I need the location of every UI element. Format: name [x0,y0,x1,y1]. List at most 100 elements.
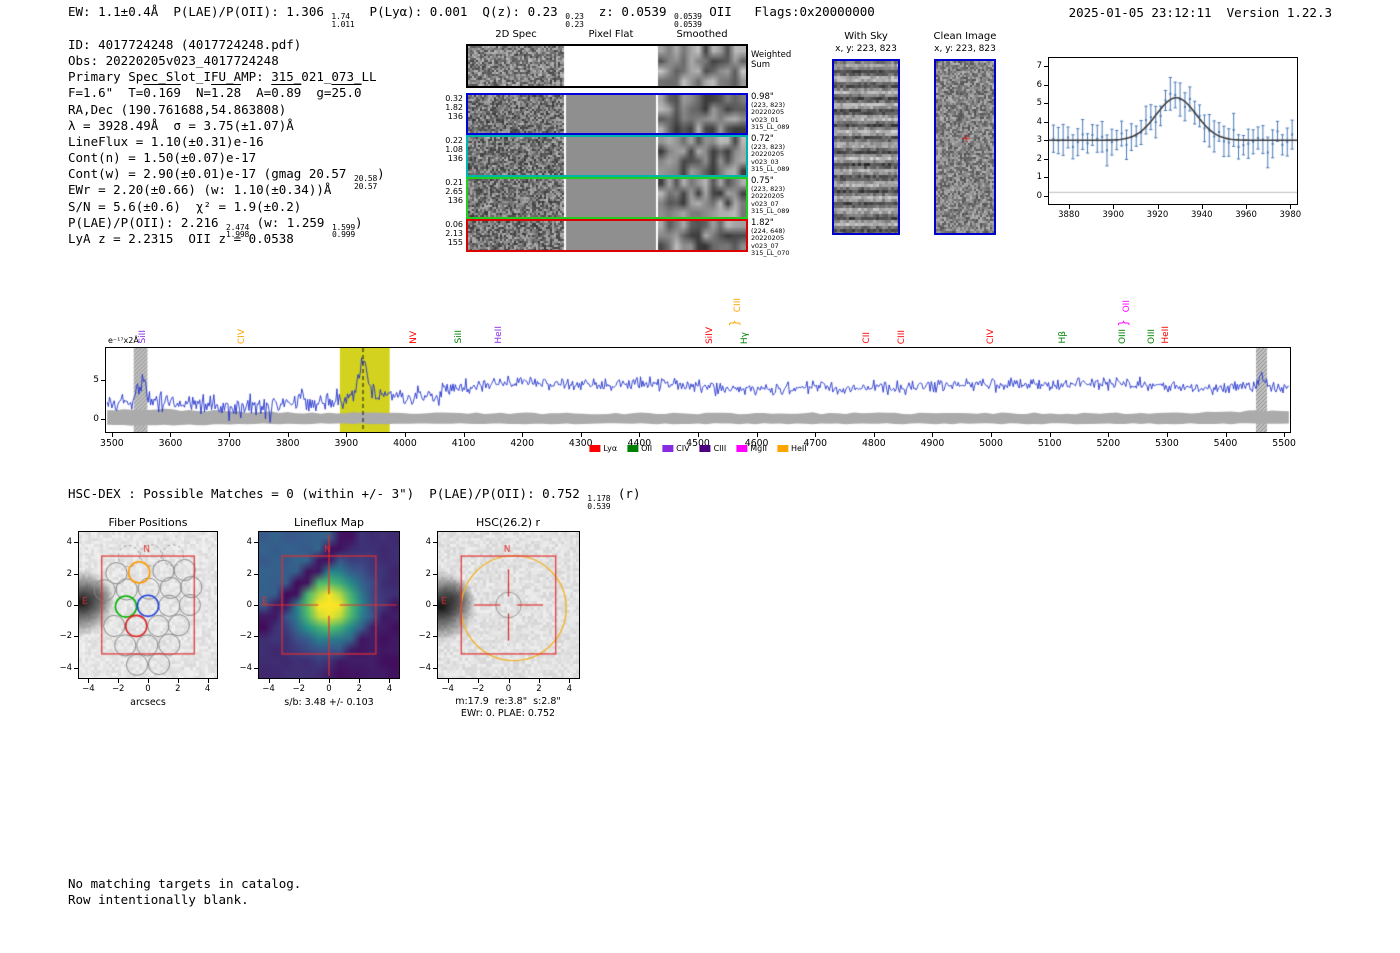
fiber-row-meta-2: 0.72" (223, 823) 20220205 v023_03 315_LL_089 [751,134,790,173]
fiber-cutout-row-image-3 [468,179,746,217]
fit-ytick [1044,158,1048,160]
spectrum-xtick-label: 4900 [920,438,945,449]
hsc-xtick-label: −4 [441,684,454,694]
fiber-row-meta-4: 1.82" (224, 648) 20220205 v023_07 315_LL_070 [751,218,790,257]
text-segment: OII Flags:0x20000000 [701,4,875,19]
fiber-ytick-label: 4 [66,537,72,548]
lineflux-ytick-label: −2 [239,631,252,642]
hsc-ytick [433,573,437,575]
legend-item-ciii: CIII [699,444,726,453]
emission-line-marker-nv: NV [409,331,420,344]
fiber-row-meta-1: 0.98" (223, 823) 20220205 v023_01 315_LL_089 [751,92,790,131]
uncertainty-stack: 1.74 1.011 [331,12,355,29]
hsc-ytick [433,636,437,638]
fiber-cutout-row-image-4 [468,221,746,250]
fiber-ytick [74,542,78,544]
spectrum-ytick-label: 0 [93,414,99,425]
info-line-12: P(LAE)/P(OII): 2.216 2.474 1.998 (w: 1.25… [68,215,363,240]
spectrum-xtick-label: 4600 [744,438,769,449]
fiber-row-stats-3: 0.21 2.65 136 [445,178,463,205]
fiber-ytick [74,573,78,575]
spectrum-xtick [287,433,289,437]
spectrum-xtick [463,433,465,437]
fiber-xtick [177,679,179,683]
fiber-row-meta-line: v023_03 [751,157,779,166]
emission-line-marker-ciii: CIII [897,329,908,344]
fiber-xtick [148,679,149,683]
spectrum-xtick [1284,433,1286,437]
fiber-row-meta-line: 20220205 [751,234,785,243]
spectrum-xtick [639,433,641,437]
spectrum-xtick-label: 3900 [334,438,359,449]
timestamp-version: 2025-01-05 23:12:11 Version 1.22.3 [1068,5,1332,20]
info-line-2: Obs: 20220205v023_4017724248 [68,53,279,68]
text-segment: ) [377,166,385,182]
lineflux-ytick [254,605,258,606]
emission-line-marker-siii: SiII [137,330,148,344]
spectrum-xtick-label: 5400 [1213,438,1238,449]
fit-ytick-label: 5 [1036,98,1042,109]
cutout-col-header-smoothed: Smoothed [676,29,728,40]
spectrum-ytick [101,380,105,382]
info-line-10: EWr = 2.20(±0.66) (w: 1.10(±0.34))Å [68,182,331,197]
fiber-xtick [207,679,209,683]
spectrum-xtick-label: 5100 [1037,438,1062,449]
hsc-caption-1: m:17.9 re:3.8" s:2.8" [455,696,561,707]
spectrum-xtick [1166,433,1168,437]
fit-xtick-label: 3900 [1102,210,1125,220]
legend-item-oii: OII [627,444,652,453]
spectrum-xtick-label: 5300 [1155,438,1179,449]
fiber-row-meta-line: (223, 823) [751,185,786,193]
lineflux-xtick [329,679,330,683]
fit-ytick [1044,195,1048,197]
summary-line: EW: 1.1±0.4Å P(LAE)/P(OII): 1.306 1.74 1.… [68,4,875,29]
uncertainty-stack: 0.0539 0.0539 [674,12,702,29]
fit-xtick [1201,205,1203,209]
fiber-row-meta-line: 0.98" [751,92,774,102]
fiber-ytick [74,605,78,606]
note-line-1: No matching targets in catalog. [68,876,302,891]
spectrum-xtick [229,433,231,437]
spectrum-xtick-label: 5000 [979,438,1003,449]
spectrum-xtick [170,433,172,437]
with-sky-image [834,61,898,233]
spectrum-xtick [698,433,699,437]
text-segment: RA,Dec (190.761688,54.863808) [68,101,287,117]
hsc-r-title: HSC(26.2) r [475,516,541,529]
fiber-cutout-row-image-2 [468,137,746,175]
spectrum-xtick-label: 4200 [510,438,534,449]
emission-line-marker-heii: HeII [1161,326,1172,344]
fiber-row-meta-line: 20220205 [751,108,785,117]
fit-xtick-label: 3880 [1058,210,1080,220]
fiber-row-meta-line: 0.72" [751,134,774,144]
emission-line-marker-siiv: SiIV [705,326,716,344]
spectrum-xtick [1108,433,1110,437]
fiber-row-stats-4: 0.06 2.13 155 [445,220,463,247]
text-segment: Cont(w) = 2.90(±0.01)e-17 (gmag 20.57 [68,166,354,182]
lineflux-ytick-label: 4 [246,537,252,548]
emission-line-marker-heii: HeII [493,326,504,344]
lineflux-ytick [254,667,258,669]
info-line-9: Cont(w) = 2.90(±0.01)e-17 (gmag 20.57 20… [68,166,385,191]
fiber-row-meta-line: v023_07 [751,241,779,250]
emission-line-marker-oiii: OIII [1147,328,1158,344]
uncertainty-stack: 1.599 0.999 [331,222,356,240]
text-segment: N= [180,85,212,101]
fit-ytick-label: 2 [1036,153,1042,164]
legend-label: CIV [676,444,690,453]
fiber-xtick-label: −2 [111,684,125,694]
fiber-xtick [118,679,120,683]
info-line-6: λ = 3928.49Å σ = 3.75(±1.07)Å [68,118,294,133]
spectrum-xtick [932,433,934,437]
fiber-xtick-label: −4 [82,684,95,694]
spectrum-ytick-label: 5 [93,375,99,386]
spectrum-unit-label: e⁻¹⁷x2Å [108,336,139,345]
hsc-r-canvas [438,532,579,678]
spectrum-xtick-label: 3700 [217,438,241,449]
fit-xtick [1157,205,1159,209]
fiber-row-stats-2: 0.22 1.08 136 [445,136,463,163]
info-line-1: ID: 4017724248 (4017724248.pdf) [68,37,301,52]
emission-line-marker-oii: OII [1121,299,1132,312]
lineflux-xtick-label: 2 [356,684,362,694]
lineflux-xtick [298,679,300,683]
